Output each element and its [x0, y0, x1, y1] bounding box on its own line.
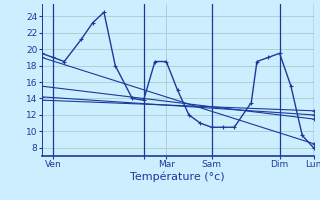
X-axis label: Température (°c): Température (°c) [130, 172, 225, 182]
